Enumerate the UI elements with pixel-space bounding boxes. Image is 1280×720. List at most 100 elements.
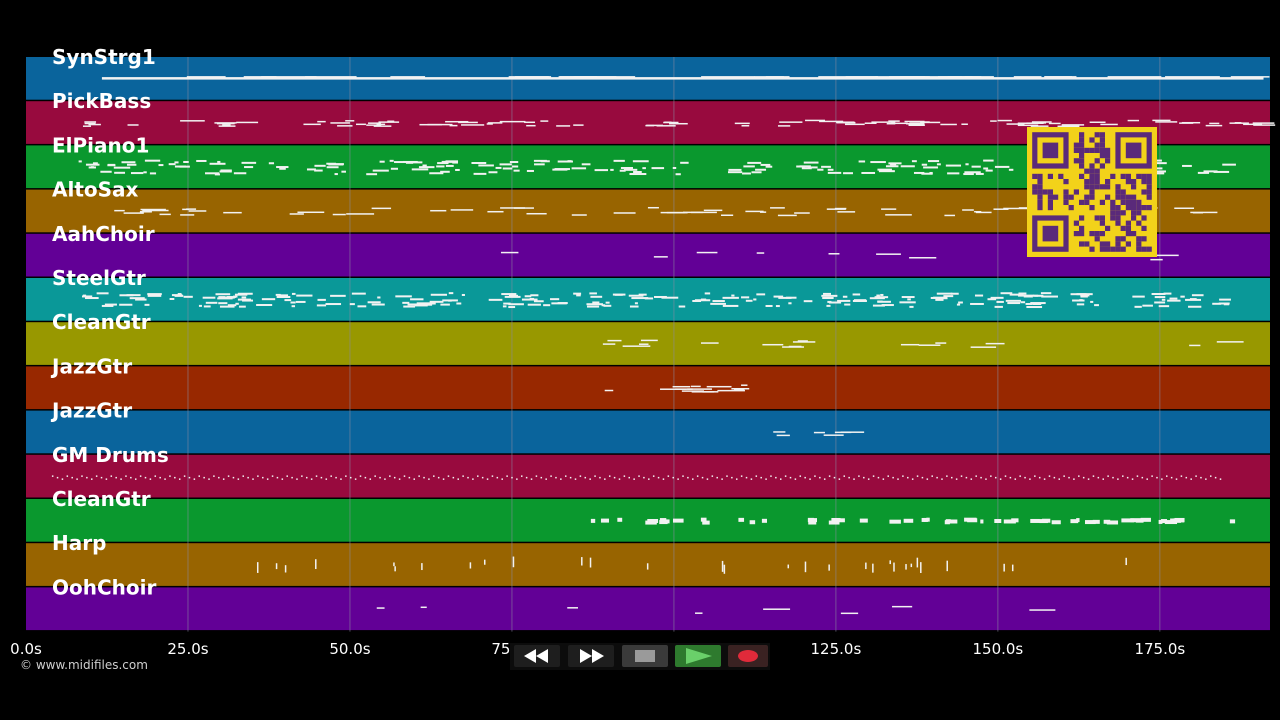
- note: [1117, 478, 1119, 480]
- note: [437, 162, 449, 165]
- note: [581, 163, 591, 166]
- note: [738, 517, 745, 522]
- record-button[interactable]: [728, 645, 768, 667]
- note: [741, 296, 750, 299]
- note: [1214, 476, 1217, 479]
- note: [821, 294, 838, 297]
- note: [728, 168, 742, 171]
- note: [893, 562, 895, 572]
- note: [524, 295, 532, 298]
- note: [828, 301, 842, 304]
- note: [203, 305, 211, 308]
- note: [1150, 172, 1165, 175]
- note: [983, 167, 989, 170]
- note: [784, 475, 787, 477]
- note: [340, 478, 342, 480]
- note: [967, 518, 978, 523]
- note: [91, 478, 93, 480]
- note: [872, 563, 874, 573]
- note: [315, 559, 317, 570]
- note: [410, 298, 424, 301]
- note: [114, 171, 126, 174]
- note: [142, 209, 169, 212]
- note: [235, 302, 239, 305]
- note: [956, 303, 961, 306]
- note: [1072, 299, 1085, 302]
- note: [440, 303, 450, 306]
- note: [573, 292, 582, 295]
- note: [610, 168, 614, 171]
- note: [777, 125, 791, 127]
- note: [682, 475, 684, 477]
- note: [592, 301, 600, 304]
- note: [965, 476, 968, 479]
- note: [526, 124, 536, 127]
- note: [702, 520, 710, 525]
- note: [186, 208, 197, 210]
- note: [291, 292, 296, 295]
- note: [1136, 475, 1139, 477]
- note: [367, 301, 381, 304]
- note: [349, 476, 352, 479]
- note: [1152, 254, 1179, 257]
- note: [88, 123, 101, 126]
- note: [134, 478, 137, 480]
- fast-forward-button[interactable]: [568, 645, 614, 667]
- note: [449, 124, 458, 127]
- note: [1107, 76, 1162, 78]
- note: [114, 209, 125, 212]
- note: [961, 123, 968, 125]
- note: [828, 520, 840, 525]
- note: [696, 475, 699, 477]
- note: [628, 294, 644, 297]
- note: [1188, 305, 1202, 308]
- note: [745, 210, 764, 213]
- note: [681, 390, 705, 392]
- note: [770, 207, 785, 209]
- note: [430, 209, 447, 212]
- note: [907, 476, 909, 479]
- note: [1039, 519, 1048, 524]
- qr-code-icon: [1027, 127, 1157, 257]
- note: [461, 124, 485, 126]
- note: [779, 478, 782, 480]
- note: [262, 476, 264, 479]
- note: [704, 292, 711, 295]
- note: [908, 76, 962, 78]
- note: [351, 292, 366, 295]
- note: [926, 517, 930, 522]
- stop-button[interactable]: [622, 645, 668, 667]
- note: [863, 476, 865, 479]
- note: [242, 475, 244, 477]
- note: [920, 121, 941, 124]
- note: [955, 478, 958, 480]
- rewind-button[interactable]: [514, 645, 560, 667]
- note: [667, 475, 670, 477]
- note: [876, 253, 901, 255]
- note: [257, 475, 259, 477]
- note: [909, 257, 937, 259]
- note: [1076, 293, 1093, 296]
- note: [907, 298, 911, 301]
- note: [726, 475, 728, 477]
- note: [180, 214, 195, 216]
- play-button[interactable]: [675, 645, 721, 667]
- note: [369, 478, 372, 480]
- note: [1018, 207, 1036, 209]
- note: [317, 298, 326, 301]
- note: [198, 304, 202, 307]
- note: [789, 476, 792, 479]
- note: [905, 123, 925, 125]
- note: [1103, 519, 1111, 524]
- note: [1192, 211, 1204, 214]
- note: [1084, 520, 1096, 525]
- note: [512, 165, 519, 168]
- note: [168, 163, 176, 166]
- note: [700, 342, 719, 344]
- note: [213, 475, 215, 477]
- note: [1004, 475, 1007, 477]
- note: [1131, 478, 1134, 480]
- note: [530, 294, 539, 297]
- note: [130, 476, 132, 479]
- note: [1017, 124, 1039, 127]
